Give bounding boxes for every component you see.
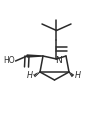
Text: H: H [26,71,32,80]
Text: N: N [55,56,62,65]
Text: H: H [74,71,80,80]
Polygon shape [27,55,43,57]
Text: HO: HO [4,57,15,66]
